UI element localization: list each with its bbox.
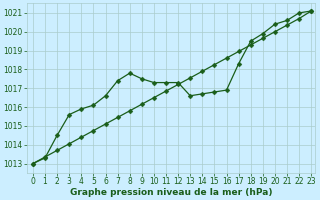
X-axis label: Graphe pression niveau de la mer (hPa): Graphe pression niveau de la mer (hPa) [70,188,272,197]
